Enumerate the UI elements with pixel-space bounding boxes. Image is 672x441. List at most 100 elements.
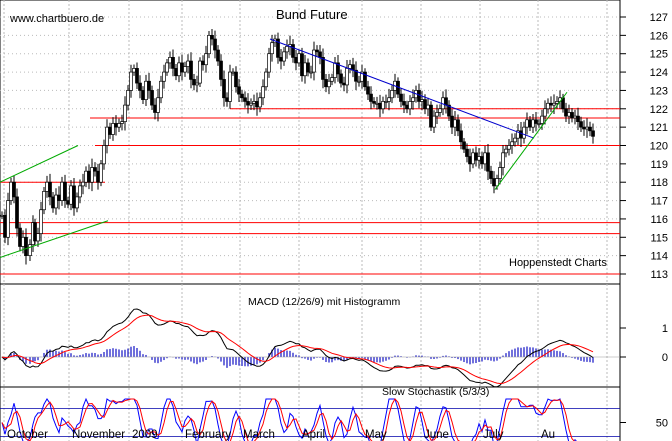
main-panel-frame [0,0,621,285]
chart-title: Bund Future [276,7,348,22]
price-bar-body [471,152,475,165]
price-bar-body [588,126,592,132]
price-bar-body [165,62,169,73]
price-bar-body [450,115,454,128]
price-bar-body [285,46,289,53]
price-bar-body [372,101,376,104]
price-bar-body [129,71,133,91]
price-bar-body [291,44,295,58]
price-bar-body [336,62,340,75]
price-bar-body [495,178,499,187]
price-bar-body [105,126,109,146]
price-bar-body [381,101,385,110]
stochastic-series [0,397,620,441]
price-bar-body [399,93,403,102]
price-bar-body [171,57,175,69]
price-bar-body [507,145,511,150]
price-bar-body [114,123,118,128]
price-bar-body [567,112,571,117]
price-bar-body [39,209,43,234]
price-bar-body [234,71,238,88]
price-bar-body [342,82,346,86]
price-bar-body [582,126,586,130]
price-bar-body [162,71,166,82]
price-bar-body [348,64,352,69]
price-bar-body [384,101,388,103]
price-bar-body [264,71,268,88]
price-bar-body [387,97,391,102]
y-tick-label: 118 [650,177,668,189]
x-month-label: June [424,429,449,441]
price-bar-body [453,119,457,128]
y-tick-label: 122 [650,104,668,116]
price-bar-body [195,82,199,86]
price-bar-body [33,222,37,242]
price-bar-body [267,53,271,73]
price-bar-body [579,121,583,128]
price-bar-body [144,80,148,100]
price-bar-body [45,181,49,192]
price-bar-body [111,123,115,135]
trendlines [0,38,568,258]
price-bar-body [180,62,184,73]
macd-series [0,308,620,388]
price-bar-body [204,53,208,66]
price-bar-body [447,104,451,117]
price-bar-body [261,86,265,99]
price-bar-body [297,53,301,64]
price-bar-body [126,90,130,106]
price-bar-body [375,102,379,105]
price-bar-body [573,115,577,119]
price-bar-body [468,156,472,165]
price-bar-body [327,80,331,88]
price-bar-body [237,86,241,95]
price-bar-body [258,97,262,108]
price-bar-body [315,49,319,53]
price-bar-body [135,68,139,84]
x-month-label: May [365,429,387,441]
price-bar-body [28,244,32,256]
price-bar-body [306,62,310,73]
x-month-label: 2009 [132,429,158,441]
source-label: Hoppenstedt Charts [509,257,607,269]
price-bar-body [48,181,52,198]
price-bar-body [150,90,154,106]
price-bar-body [255,101,259,108]
y-tick-label: 124 [650,67,668,79]
price-bar-body [78,185,82,198]
x-month-label: November [72,429,125,441]
y-tick-label: 127 [650,12,668,24]
price-bar-body [333,62,337,78]
price-bar-body [525,119,529,128]
price-bar-body [102,145,106,165]
price-bar-body [93,167,97,172]
price-bar-body [117,123,121,128]
price-bar-body [459,130,463,143]
macd-title: MACD (12/26/9) mit Histogramm [248,296,401,308]
price-bar-body [216,49,220,62]
price-bar-body [501,152,505,168]
price-bar-body [219,60,223,80]
macd-tick-label: 0 [662,352,668,364]
price-bar-body [18,227,22,247]
price-bar-body [21,236,25,247]
price-bar-body [141,90,145,100]
price-bar-body [24,236,28,256]
price-bar-body [282,51,286,62]
trendline-support-3 [494,91,568,190]
watermark: www.chartbuero.de [9,13,104,25]
price-bar-body [69,185,73,205]
price-bar-body [63,181,67,201]
x-month-label: July [483,429,504,441]
price-bar-body [177,62,181,77]
price-bar-body [270,42,274,55]
macd-signal-line [1,314,594,385]
price-bar-body [411,97,415,102]
price-bar-body [555,101,559,104]
price-bar-body [534,119,538,124]
price-bar-body [0,214,4,217]
trendline-support-2 [0,220,109,258]
trendline-support-1 [0,145,79,183]
price-bar-body [369,93,373,102]
price-bar-body [492,178,496,187]
